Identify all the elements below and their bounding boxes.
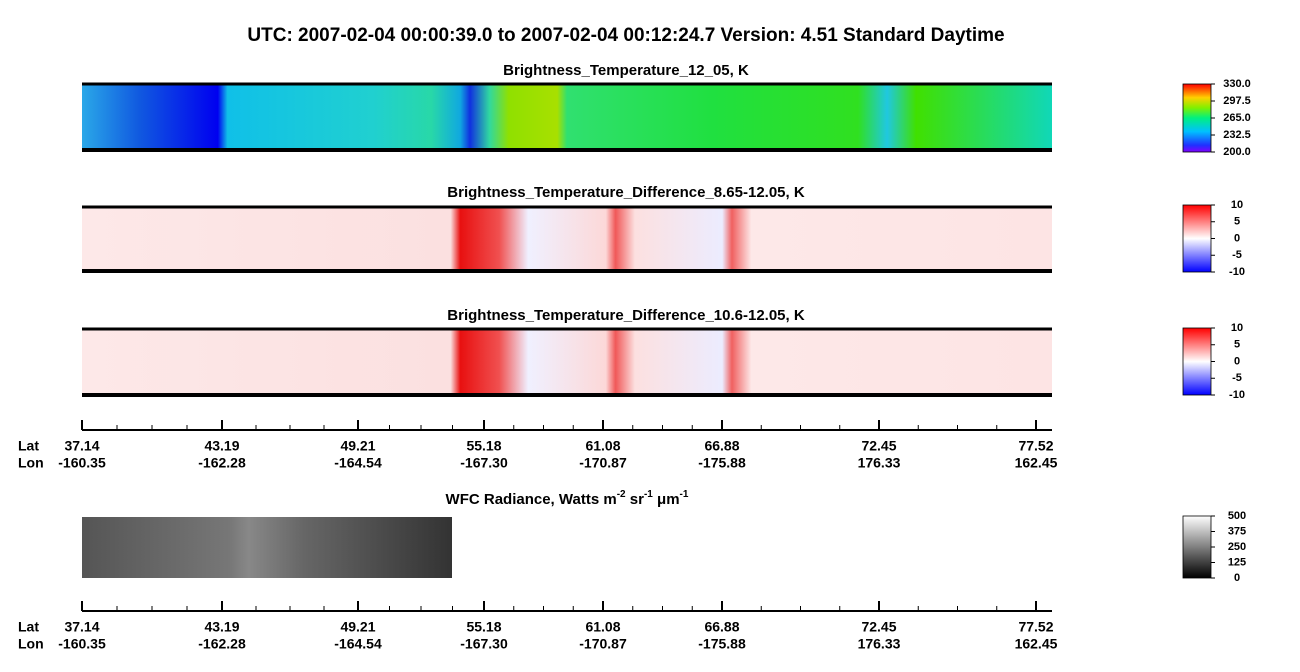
panel-title: Brightness_Temperature_Difference_10.6-1… [447,307,805,324]
lon-tick-label: -175.88 [698,636,746,652]
lat-tick-label: 77.52 [1018,619,1053,635]
lat-label: Lat [18,619,39,635]
lon-tick-label: 162.45 [1015,636,1058,652]
colorbar-tick-label: 500 [1228,510,1246,522]
lon-label: Lon [18,636,44,652]
lon-tick-label: -162.28 [198,636,246,652]
lon-tick-label: -164.54 [334,455,382,471]
lon-tick-label: -167.30 [460,636,508,652]
colorbar-tick-label: -10 [1229,266,1245,278]
panel-title: Brightness_Temperature_Difference_8.65-1… [447,184,805,201]
lon-tick-label: -162.28 [198,455,246,471]
title-part: -2 [617,489,626,500]
title-part: -1 [644,489,653,500]
title-part: WFC Radiance, Watts m [446,491,617,508]
colorbar-tick-label: 0 [1234,232,1240,244]
image [82,517,452,578]
colorbar-tick-label: 10 [1231,322,1243,334]
lat-tick-label: 49.21 [340,438,375,454]
lat-tick-label: 61.08 [585,619,620,635]
colorbar-tick-label: 250 [1228,541,1246,553]
lat-tick-label: 49.21 [340,619,375,635]
title-part: sr [626,491,645,508]
colorbar-tick-label: -5 [1232,249,1242,261]
lat-tick-label: 61.08 [585,438,620,454]
lat-tick-label: 55.18 [466,619,501,635]
lat-tick-label: 37.14 [64,438,99,454]
colorbar [1182,204,1212,273]
colorbar-tick-label: 10 [1231,199,1243,211]
title-part: -1 [680,489,689,500]
colorbar [1182,83,1212,153]
lon-tick-label: 176.33 [858,636,901,652]
lon-tick-label: -167.30 [460,455,508,471]
lat-tick-label: 72.45 [861,438,896,454]
lon-tick-label: 162.45 [1015,455,1058,471]
lon-tick-label: 176.33 [858,455,901,471]
lon-tick-label: -170.87 [579,455,627,471]
colorbar-tick-label: 0 [1234,572,1240,584]
colorbar-tick-label: 125 [1228,556,1246,568]
lat-tick-label: 43.19 [204,619,239,635]
image [82,329,1052,395]
lat-label: Lat [18,438,39,454]
lon-tick-label: -170.87 [579,636,627,652]
lat-tick-label: 66.88 [704,438,739,454]
lon-tick-label: -160.35 [58,636,106,652]
colorbar-tick-label: 0 [1234,355,1240,367]
lat-tick-label: 77.52 [1018,438,1053,454]
lat-tick-label: 66.88 [704,619,739,635]
colorbar-tick-label: 330.0 [1223,78,1251,90]
colorbar-tick-label: 5 [1234,339,1240,351]
lat-tick-label: 43.19 [204,438,239,454]
colorbar-tick-label: 265.0 [1223,112,1251,124]
lon-label: Lon [18,455,44,471]
image [82,207,1052,271]
colorbar-tick-label: 297.5 [1223,95,1251,107]
colorbar-tick-label: 5 [1234,216,1240,228]
lat-tick-label: 37.14 [64,619,99,635]
figure-title: UTC: 2007-02-04 00:00:39.0 to 2007-02-04… [247,25,1004,46]
colorbar-tick-label: 375 [1228,525,1246,537]
lat-tick-label: 72.45 [861,619,896,635]
colorbar-tick-label: -10 [1229,389,1245,401]
colorbar [1182,327,1212,396]
panel-title: Brightness_Temperature_12_05, K [503,62,749,79]
panel-title: WFC Radiance, Watts m-2 sr-1 μm-1 [446,489,689,508]
title-part: μm [653,491,680,508]
colorbar [1182,515,1212,579]
lon-tick-label: -160.35 [58,455,106,471]
lat-tick-label: 55.18 [466,438,501,454]
image [82,84,1052,150]
colorbar-tick-label: -5 [1232,372,1242,384]
lon-tick-label: -164.54 [334,636,382,652]
colorbar-tick-label: 232.5 [1223,129,1251,141]
colorbar-tick-label: 200.0 [1223,146,1251,158]
lon-tick-label: -175.88 [698,455,746,471]
